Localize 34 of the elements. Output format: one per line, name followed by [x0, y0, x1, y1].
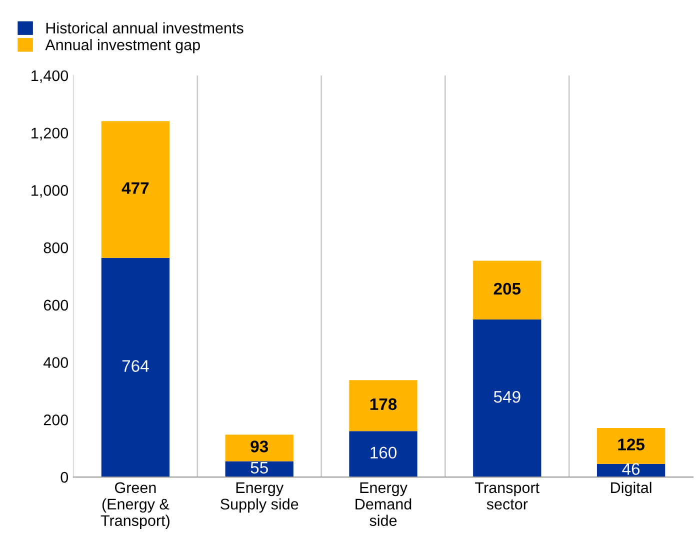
- x-tick-label: Energy Demand side: [356, 482, 412, 526]
- y-tick-label: 400: [44, 357, 68, 368]
- y-tick-label: 0: [60, 472, 68, 483]
- x-tick-label: Green (Energy & Transport): [100, 482, 170, 530]
- bar: [473, 320, 542, 478]
- x-tick-label: Energy Supply side: [220, 482, 298, 513]
- legend-label: Annual investment gap: [45, 39, 200, 54]
- data-label: 46: [622, 463, 640, 475]
- bar: [596, 428, 666, 464]
- bar: [225, 434, 294, 462]
- bar: [101, 258, 170, 478]
- data-label: 477: [122, 182, 149, 194]
- bar: [473, 260, 542, 320]
- y-tick-label: 1,200: [32, 128, 68, 140]
- data-label: 549: [494, 390, 520, 403]
- data-label: 93: [250, 440, 268, 452]
- x-tick-label: Transport sector: [475, 482, 540, 510]
- y-tick-label: 600: [44, 300, 68, 311]
- data-label: 55: [250, 462, 268, 474]
- data-label: 160: [370, 446, 397, 459]
- legend-label: Historical annual investments: [46, 22, 244, 34]
- y-tick-label: 1,400: [32, 70, 68, 83]
- data-label: 764: [122, 360, 149, 372]
- y-tick-label: 800: [44, 242, 68, 254]
- data-label: 178: [370, 398, 397, 410]
- y-tick-label: 200: [44, 414, 68, 426]
- bar: [349, 431, 418, 478]
- bar: [101, 121, 170, 258]
- bar: [225, 461, 294, 478]
- data-label: 125: [618, 438, 644, 450]
- y-tick-label: 1,000: [32, 185, 68, 198]
- bar: [349, 380, 418, 432]
- x-tick-label: Digital: [611, 482, 652, 496]
- data-label: 205: [494, 282, 521, 295]
